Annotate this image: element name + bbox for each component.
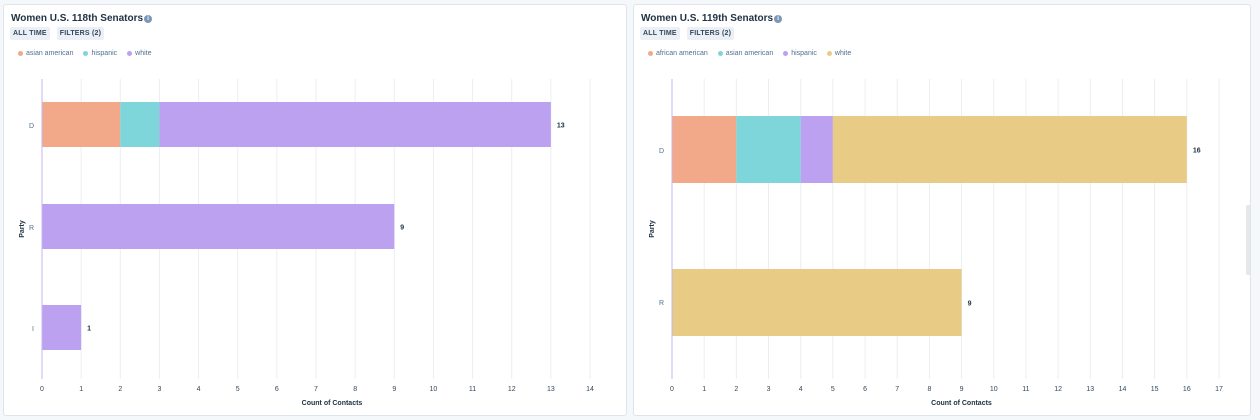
x-tick-label: 7	[314, 386, 318, 393]
bar-segment	[159, 102, 551, 147]
legend-swatch	[83, 51, 89, 56]
legend-swatch	[127, 51, 133, 56]
all-time-filter-button[interactable]: ALL TIME	[10, 27, 50, 40]
bar-segment	[800, 116, 833, 183]
y-axis-title: Party	[19, 220, 26, 238]
x-tick-label: 7	[895, 386, 899, 393]
data-label: 9	[400, 225, 404, 232]
x-tick-label: 8	[353, 386, 357, 393]
data-label: 1	[87, 326, 91, 333]
y-category-label: D	[659, 148, 664, 155]
x-axis-title: Count of Contacts	[931, 400, 992, 407]
x-tick-label: 12	[508, 386, 516, 393]
legend-label: white	[834, 50, 852, 57]
legend-item[interactable]: african american	[648, 50, 708, 57]
legend-item[interactable]: asian american	[18, 50, 73, 57]
legend-label: white	[135, 50, 152, 57]
filter-row: ALL TIME FILTERS (2)	[10, 27, 105, 40]
info-icon[interactable]: i	[144, 14, 153, 23]
x-tick-label: 14	[586, 386, 594, 393]
x-tick-label: 4	[799, 386, 803, 393]
x-tick-label: 3	[157, 386, 161, 393]
legend-item[interactable]: white	[826, 50, 852, 57]
y-category-label: R	[29, 225, 34, 232]
y-category-label: R	[659, 300, 664, 307]
chart-card-118th: Women U.S. 118th Senators i ALL TIME FIL…	[3, 4, 627, 416]
x-tick-label: 9	[392, 386, 396, 393]
y-axis-title: Party	[649, 220, 656, 238]
x-tick-label: 0	[40, 386, 44, 393]
x-tick-label: 13	[1086, 386, 1094, 393]
x-tick-label: 2	[118, 386, 122, 393]
x-tick-label: 4	[197, 386, 201, 393]
legend-item[interactable]: hispanic	[83, 50, 117, 57]
legend-swatch	[18, 51, 23, 56]
x-tick-label: 13	[547, 386, 555, 393]
bar-segment	[120, 102, 160, 147]
y-category-label: I	[32, 326, 34, 333]
chart-title: Women U.S. 119th Senators i	[641, 13, 783, 24]
legend-item[interactable]: hispanic	[783, 50, 817, 57]
x-tick-label: 16	[1183, 386, 1191, 393]
legend-swatch	[783, 51, 789, 56]
chart-title-text: Women U.S. 119th Senators	[641, 13, 774, 24]
x-tick-label: 11	[469, 386, 476, 393]
x-tick-label: 6	[275, 386, 279, 393]
scroll-handle[interactable]	[1246, 205, 1250, 275]
x-tick-label: 5	[236, 386, 240, 393]
info-icon[interactable]: i	[774, 14, 783, 23]
chart-card-119th: Women U.S. 119th Senators i ALL TIME FIL…	[633, 4, 1251, 416]
legend-swatch	[826, 51, 832, 56]
bar-segment	[42, 204, 395, 249]
bar-segment	[42, 305, 82, 350]
chart-legend: asian american hispanic white	[18, 50, 152, 57]
filters-button[interactable]: FILTERS (2)	[686, 27, 735, 40]
x-tick-label: 10	[430, 386, 438, 393]
legend-label: hispanic	[791, 50, 817, 57]
x-tick-label: 9	[960, 386, 964, 393]
chart-title-text: Women U.S. 118th Senators	[11, 13, 144, 24]
x-tick-label: 0	[670, 386, 674, 393]
x-tick-label: 10	[990, 386, 998, 393]
legend-swatch	[648, 51, 653, 56]
x-tick-label: 1	[702, 386, 706, 393]
x-tick-label: 2	[734, 386, 738, 393]
bar-segment	[42, 102, 121, 147]
legend-item[interactable]: white	[127, 50, 152, 57]
all-time-filter-button[interactable]: ALL TIME	[640, 27, 680, 40]
x-tick-label: 3	[767, 386, 771, 393]
data-label: 16	[1193, 148, 1201, 155]
legend-label: asian american	[725, 50, 774, 57]
filter-row: ALL TIME FILTERS (2)	[640, 27, 735, 40]
chart-title: Women U.S. 118th Senators i	[11, 13, 153, 24]
x-tick-label: 11	[1022, 386, 1029, 393]
x-tick-label: 6	[863, 386, 867, 393]
x-tick-label: 8	[927, 386, 931, 393]
data-label: 9	[968, 301, 972, 308]
x-axis-title: Count of Contacts	[302, 400, 363, 407]
legend-swatch	[717, 51, 723, 56]
bar-segment	[736, 116, 801, 183]
x-tick-label: 12	[1054, 386, 1062, 393]
legend-label: hispanic	[91, 50, 118, 57]
x-tick-label: 15	[1151, 386, 1159, 393]
x-tick-label: 17	[1215, 386, 1223, 393]
bar-segment	[672, 269, 962, 336]
data-label: 13	[557, 123, 565, 130]
bar-segment	[832, 116, 1187, 183]
legend-item[interactable]: asian american	[717, 50, 774, 57]
bar-segment	[672, 116, 737, 183]
legend-label: african american	[656, 50, 708, 57]
x-tick-label: 14	[1119, 386, 1127, 393]
x-tick-label: 1	[79, 386, 83, 393]
legend-label: asian american	[26, 50, 74, 57]
x-tick-label: 5	[831, 386, 835, 393]
chart-legend: african american asian american hispanic wh…	[648, 50, 851, 57]
y-category-label: D	[29, 123, 34, 130]
filters-button[interactable]: FILTERS (2)	[56, 27, 105, 40]
